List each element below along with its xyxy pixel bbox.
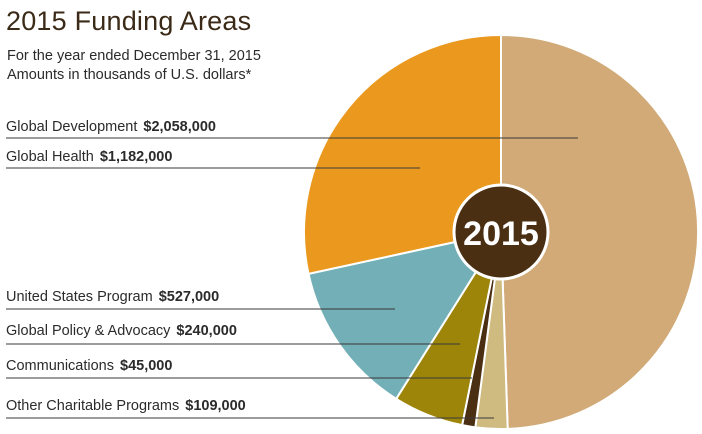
slice-united-states-program: [307, 230, 504, 401]
label-united-states-program: United States Program $527,000: [6, 289, 219, 305]
label-amount: $2,058,000: [143, 119, 216, 135]
slice-global-health: [303, 33, 502, 276]
label-amount: $45,000: [120, 358, 173, 374]
slice-global-development: [500, 33, 700, 430]
label-name: Global Health: [6, 149, 94, 165]
label-amount: $527,000: [158, 289, 220, 305]
label-name: Global Development: [6, 119, 138, 135]
label-name: Communications: [6, 358, 114, 374]
leader-lines: [6, 137, 578, 419]
label-amount: $240,000: [176, 323, 237, 339]
chart-subtitle-units: Amounts in thousands of U.S. dollars*: [7, 67, 252, 83]
chart-title: 2015 Funding Areas: [6, 6, 252, 36]
center-label: 2015: [463, 215, 539, 253]
label-global-health: Global Health $1,182,000: [6, 149, 172, 165]
pie-slices: [303, 33, 700, 430]
label-name: United States Program: [6, 289, 153, 305]
label-name: Other Charitable Programs: [6, 398, 180, 414]
label-amount: $109,000: [185, 398, 246, 414]
center-badge: 2015: [452, 183, 550, 281]
label-name: Global Policy & Advocacy: [6, 323, 171, 339]
chart-subtitle-period: For the year ended December 31, 2015: [7, 48, 261, 64]
label-communications: Communications $45,000: [6, 358, 172, 374]
label-global-development: Global Development $2,058,000: [6, 119, 216, 135]
label-global-policy-advocacy: Global Policy & Advocacy $240,000: [6, 323, 237, 339]
label-amount: $1,182,000: [99, 149, 173, 165]
label-other-charitable-programs: Other Charitable Programs $109,000: [6, 398, 246, 414]
center-circle: [452, 183, 550, 281]
